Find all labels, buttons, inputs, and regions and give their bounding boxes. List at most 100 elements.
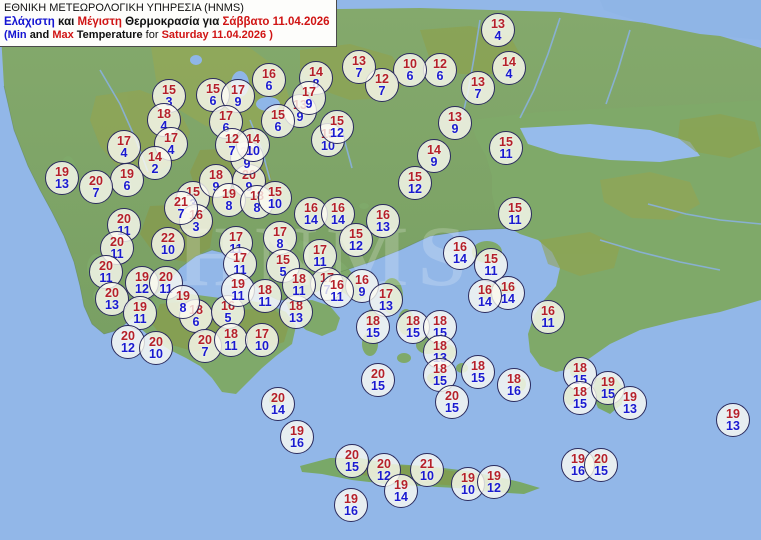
min-temperature-value: 4 — [160, 118, 168, 133]
max-temperature-value: 19 — [222, 187, 236, 201]
station-marker: 15 12 — [339, 223, 373, 257]
min-temperature-value: 11 — [330, 289, 344, 304]
max-temperature-value: 19 — [120, 167, 134, 181]
station-marker: 18 15 — [423, 358, 457, 392]
min-temperature-value: 8 — [253, 200, 261, 215]
max-temperature-value: 15 — [499, 135, 513, 149]
max-temperature-value: 14 — [246, 132, 260, 146]
station-marker: 16 13 — [366, 204, 400, 238]
min-temperature-value: 5 — [224, 310, 232, 325]
min-temperature-value: 7 — [378, 83, 386, 98]
max-temperature-value: 12 — [433, 57, 447, 71]
min-temperature-value: 12 — [121, 340, 135, 355]
max-temperature-value: 20 — [89, 174, 103, 188]
min-temperature-value: 9 — [296, 109, 304, 124]
station-marker: 17 9 — [292, 81, 326, 115]
station-marker: 19 14 — [384, 474, 418, 508]
max-temperature-value: 18 — [157, 107, 171, 121]
station-marker: 18 11 — [214, 323, 248, 357]
station-marker: 18 11 — [248, 279, 282, 313]
min-temperature-value: 13 — [379, 298, 393, 313]
station-marker: 17 4 — [107, 130, 141, 164]
min-temperature-value: 10 — [149, 346, 163, 361]
max-temperature-value: 17 — [379, 287, 393, 301]
station-marker: 21 7 — [164, 191, 198, 225]
station-marker: 12 7 — [365, 68, 399, 102]
marmara-sea — [520, 124, 700, 162]
min-temperature-value: 15 — [471, 370, 485, 385]
station-marker: 19 16 — [280, 420, 314, 454]
max-temperature-value: 20 — [121, 329, 135, 343]
station-marker: 18 11 — [282, 268, 316, 302]
min-temperature-value: 13 — [55, 176, 69, 191]
max-temperature-value: 20 — [105, 286, 119, 300]
max-temperature-value: 20 — [110, 235, 124, 249]
min-temperature-value: 10 — [420, 468, 434, 483]
max-temperature-value: 10 — [403, 57, 417, 71]
min-temperature-value: 15 — [406, 325, 420, 340]
max-temperature-value: 18 — [258, 283, 272, 297]
station-marker: 16 11 — [320, 274, 354, 308]
station-marker: 19 12 — [477, 465, 511, 499]
min-temperature-value: 6 — [274, 119, 282, 134]
max-temperature-value: 20 — [594, 452, 608, 466]
min-temperature-value: 11 — [133, 311, 147, 326]
max-temperature-value: 21 — [174, 195, 188, 209]
station-marker: 14 4 — [492, 51, 526, 85]
station-marker: 20 15 — [435, 385, 469, 419]
min-temperature-value: 15 — [366, 325, 380, 340]
max-temperature-value: 14 — [427, 143, 441, 157]
max-temperature-value: 19 — [55, 165, 69, 179]
max-temperature-value: 16 — [330, 278, 344, 292]
station-marker: 20 15 — [361, 363, 395, 397]
max-temperature-value: 13 — [352, 54, 366, 68]
station-marker: 19 13 — [716, 403, 750, 437]
max-temperature-value: 20 — [445, 389, 459, 403]
max-temperature-value: 12 — [225, 132, 239, 146]
station-marker: 20 12 — [111, 325, 145, 359]
min-temperature-value: 12 — [408, 181, 422, 196]
title-min-gr: Ελάχιστη — [4, 16, 55, 29]
min-temperature-value: 14 — [478, 294, 492, 309]
max-temperature-value: 18 — [573, 385, 587, 399]
title-and-gr: και — [58, 16, 75, 29]
max-temperature-value: 18 — [433, 339, 447, 353]
min-temperature-value: 8 — [179, 300, 187, 315]
min-temperature-value: 11 — [499, 146, 513, 161]
max-temperature-value: 15 — [268, 185, 282, 199]
title-temp-gr: Θερμοκρασία για — [125, 16, 220, 29]
min-temperature-value: 12 — [487, 480, 501, 495]
max-temperature-value: 19 — [135, 270, 149, 284]
station-marker: 18 16 — [497, 368, 531, 402]
max-temperature-value: 16 — [501, 280, 515, 294]
min-temperature-value: 11 — [233, 262, 247, 277]
station-marker: 13 4 — [481, 13, 515, 47]
max-temperature-value: 18 — [507, 372, 521, 386]
station-marker: 12 6 — [423, 53, 457, 87]
min-temperature-value: 11 — [231, 288, 245, 303]
max-temperature-value: 13 — [491, 17, 505, 31]
max-temperature-value: 19 — [290, 424, 304, 438]
station-marker: 16 14 — [468, 279, 502, 313]
station-marker: 15 11 — [489, 131, 523, 165]
min-temperature-value: 6 — [406, 68, 414, 83]
max-temperature-value: 18 — [366, 314, 380, 328]
station-marker: 17 4 — [154, 127, 188, 161]
max-temperature-value: 20 — [198, 333, 212, 347]
max-temperature-value: 18 — [406, 314, 420, 328]
min-temperature-value: 9 — [305, 96, 313, 111]
min-temperature-value: 15 — [371, 378, 385, 393]
max-temperature-value: 19 — [601, 375, 615, 389]
max-temperature-value: 18 — [289, 299, 303, 313]
max-temperature-value: 12 — [375, 72, 389, 86]
max-temperature-value: 15 — [484, 252, 498, 266]
min-temperature-value: 11 — [292, 283, 306, 298]
max-temperature-value: 18 — [292, 272, 306, 286]
station-marker: 21 10 — [410, 453, 444, 487]
station-marker: 13 7 — [342, 50, 376, 84]
min-temperature-value: 15 — [573, 396, 587, 411]
max-temperature-value: 18 — [471, 359, 485, 373]
